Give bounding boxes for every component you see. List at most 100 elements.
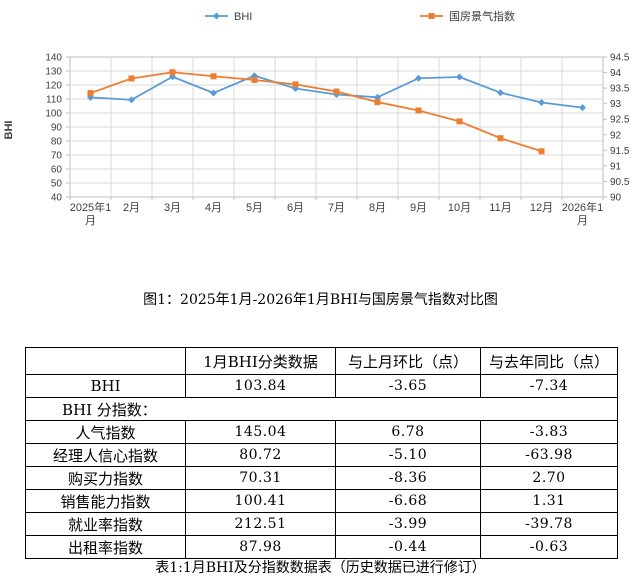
left-axis-label: 40 <box>51 193 63 204</box>
merged-section-cell: BHI 分指数： <box>25 397 618 421</box>
header-cell: 与上月环比（点） <box>335 347 481 375</box>
legend-marker <box>428 13 435 19</box>
value-cell: -3.65 <box>335 374 481 398</box>
value-cell: 103.84 <box>185 374 336 398</box>
x-axis-label: 9月 <box>410 202 427 214</box>
left-axis-label: 80 <box>51 137 63 148</box>
right-axis-label: 90 <box>610 193 622 204</box>
right-axis-label: 90.5 <box>610 177 630 188</box>
series-line-国房景气指数 <box>90 71 542 153</box>
data-point-marker <box>251 77 258 84</box>
left-axis-label: 140 <box>45 53 62 64</box>
row-label-cell: 人气指数 <box>25 420 186 444</box>
value-cell: 100.41 <box>185 489 336 513</box>
value-cell: -8.36 <box>335 466 481 490</box>
table-row: 销售能力指数 100.41 -6.68 1.31 <box>25 489 618 513</box>
row-label-cell: BHI <box>25 374 186 398</box>
x-axis-label: 7月 <box>328 202 345 214</box>
data-point-marker <box>292 81 299 88</box>
legend-marker <box>213 12 220 20</box>
left-axis-label: 130 <box>45 67 62 78</box>
x-axis-label: 5月 <box>246 202 263 214</box>
table-row: BHI 103.84 -3.65 -7.34 <box>25 374 618 398</box>
data-point-marker <box>210 89 217 97</box>
table-caption: 表1:1月BHI及分指数数据表（历史数据已进行修订） <box>155 560 486 576</box>
row-label-cell: 购买力指数 <box>25 466 186 490</box>
data-point-marker <box>128 96 135 104</box>
right-axis-label: 92 <box>610 130 622 141</box>
row-label-cell: 经理人信心指数 <box>25 443 186 467</box>
table-row: 人气指数 145.04 6.78 -3.83 <box>25 420 618 444</box>
value-cell: -3.99 <box>335 512 481 536</box>
x-axis-label: 12月 <box>530 202 553 214</box>
left-axis-label: 90 <box>51 123 63 134</box>
data-point-marker <box>415 74 422 82</box>
row-label-cell: 销售能力指数 <box>25 489 186 513</box>
data-point-marker <box>128 75 135 82</box>
data-point-marker <box>456 73 463 81</box>
value-cell: 2.70 <box>480 466 618 490</box>
value-cell: -3.83 <box>480 420 618 444</box>
right-axis-label: 93.5 <box>610 84 630 95</box>
header-cell: 1月BHI分类数据 <box>185 347 336 375</box>
row-label-cell: 就业率指数 <box>25 512 186 536</box>
value-cell: -0.63 <box>480 535 618 559</box>
value-cell: -63.98 <box>480 443 618 467</box>
value-cell: 6.78 <box>335 420 481 444</box>
x-axis-label: 4月 <box>205 202 222 214</box>
value-cell: -7.34 <box>480 374 618 398</box>
row-label-cell: 出租率指数 <box>25 535 186 559</box>
value-cell: 145.04 <box>185 420 336 444</box>
x-axis-label: 月 <box>85 215 96 227</box>
left-axis-label: 110 <box>46 95 62 106</box>
value-cell: 80.72 <box>185 443 336 467</box>
right-axis-label: 92.5 <box>610 115 630 126</box>
value-cell: -6.68 <box>335 489 481 513</box>
legend-label: 国房景气指数 <box>449 9 515 23</box>
left-axis-label: 50 <box>51 179 63 190</box>
data-point-marker <box>497 89 504 97</box>
left-axis-label: 120 <box>45 81 62 92</box>
table-row: 经理人信心指数 80.72 -5.10 -63.98 <box>25 443 618 467</box>
x-axis-label: 2025年1 <box>70 200 112 214</box>
x-axis-label: 2026年1 <box>562 200 604 214</box>
value-cell: -0.44 <box>335 535 481 559</box>
x-axis-label: 10月 <box>448 202 471 214</box>
left-axis-label: 100 <box>45 109 62 120</box>
x-axis-label: 月 <box>577 215 588 227</box>
figure-caption: 图1：2025年1月-2026年1月BHI与国房景气指数对比图 <box>143 292 498 308</box>
header-cell-empty <box>25 347 186 375</box>
right-axis-label: 94 <box>610 68 622 79</box>
bhi-data-table: 1月BHI分类数据 与上月环比（点） 与去年同比（点） BHI 103.84 -3.65… <box>25 347 618 559</box>
line-chart-svg: 40 50 60 70 80 90 100 110 120 130 140 90 90.5 91 91.5 9… <box>3 9 630 227</box>
value-cell: 87.98 <box>185 535 336 559</box>
data-point-marker <box>456 118 463 125</box>
x-axis-label: 11月 <box>489 202 511 214</box>
left-axis-label: 60 <box>51 165 63 176</box>
data-point-marker <box>210 73 217 80</box>
legend-label: BHI <box>234 11 252 23</box>
data-point-marker <box>374 99 381 106</box>
table-row: 就业率指数 212.51 -3.99 -39.78 <box>25 512 618 536</box>
value-cell: 70.31 <box>185 466 336 490</box>
value-cell: -5.10 <box>335 443 481 467</box>
table-row: 购买力指数 70.31 -8.36 2.70 <box>25 466 618 490</box>
right-axis-label: 91.5 <box>610 146 630 157</box>
value-cell: 1.31 <box>480 489 618 513</box>
header-cell: 与去年同比（点） <box>480 347 618 375</box>
y-axis-title: BHI <box>3 121 15 140</box>
x-axis-label: 8月 <box>369 202 386 214</box>
data-point-marker <box>538 148 545 155</box>
data-point-marker <box>497 135 504 142</box>
table-row: 出租率指数 87.98 -0.44 -0.63 <box>25 535 618 559</box>
left-axis-label: 70 <box>51 151 63 162</box>
data-point-marker <box>538 99 545 107</box>
right-axis-label: 93 <box>610 99 622 110</box>
right-axis-label: 94.5 <box>610 53 630 64</box>
table-row: BHI 分指数： <box>25 397 618 421</box>
data-point-marker <box>333 88 340 95</box>
value-cell: 212.51 <box>185 512 336 536</box>
right-axis-label: 91 <box>610 161 622 172</box>
data-point-marker <box>415 107 422 114</box>
